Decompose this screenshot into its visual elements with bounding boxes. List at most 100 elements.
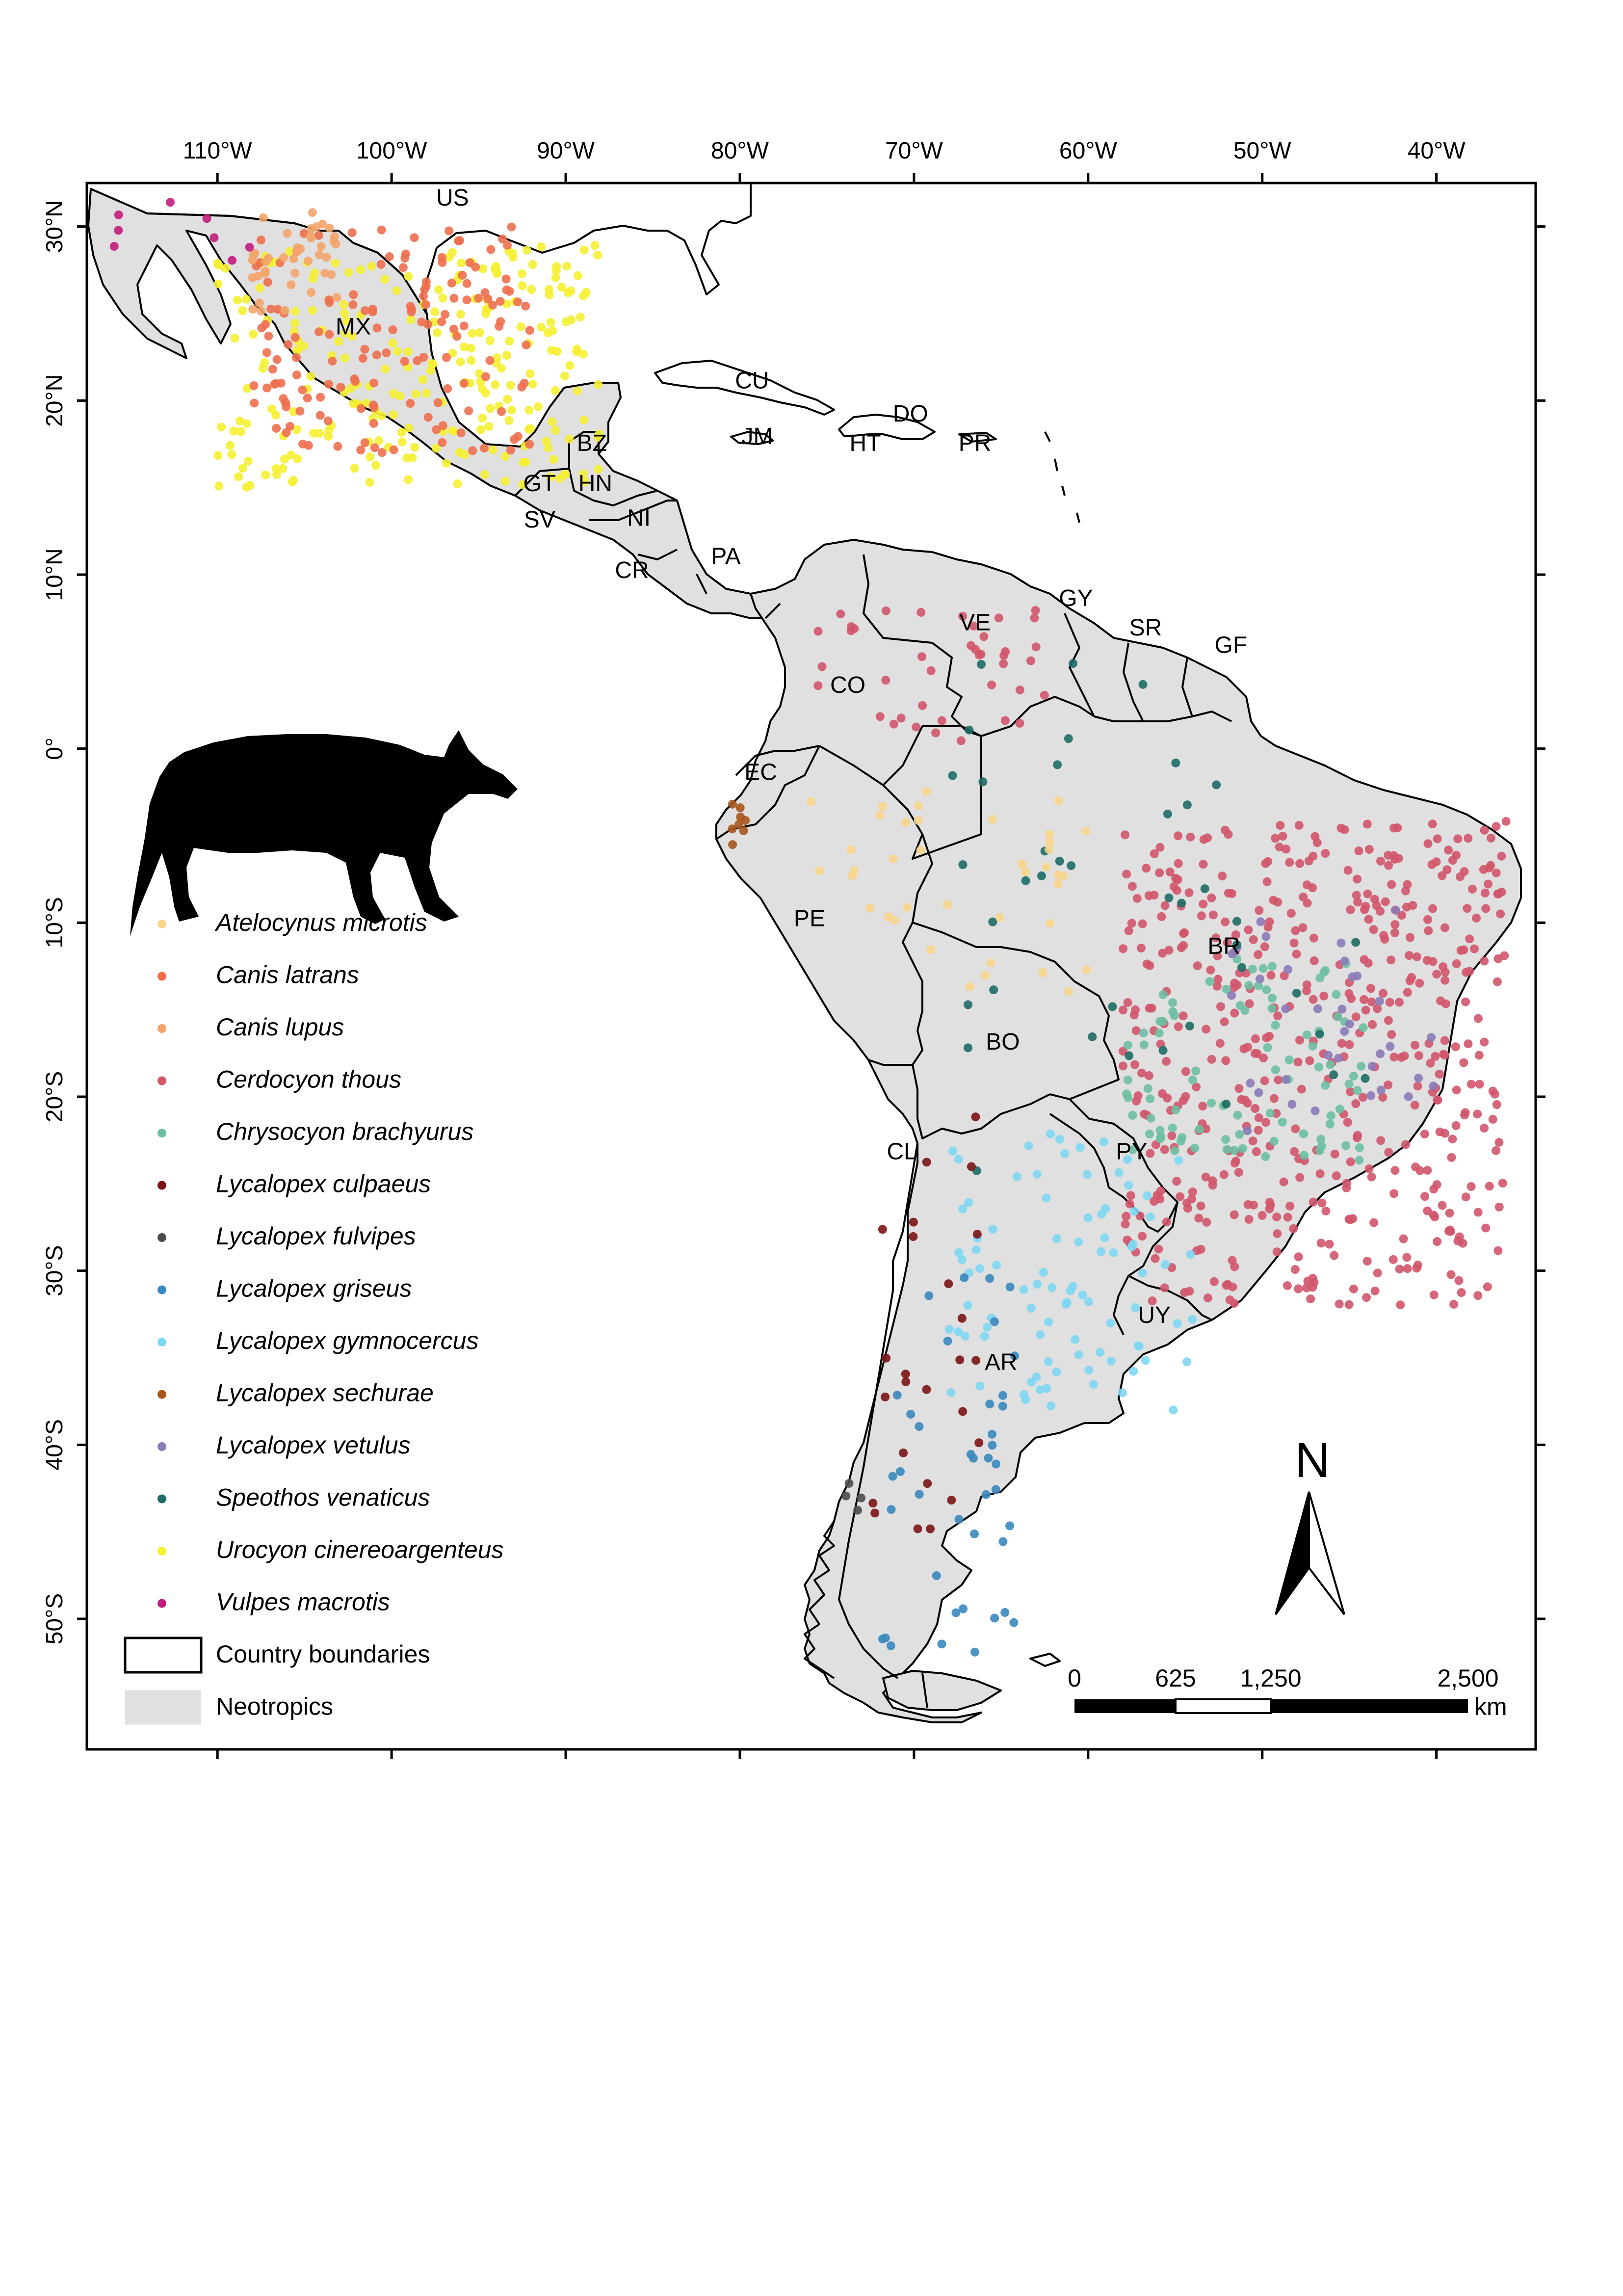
occurrence-point — [1276, 821, 1285, 830]
occurrence-point — [114, 226, 123, 235]
occurrence-point — [1390, 920, 1400, 929]
occurrence-point — [1375, 997, 1384, 1006]
occurrence-point — [1265, 1108, 1275, 1118]
occurrence-point — [546, 317, 555, 327]
occurrence-point — [922, 1385, 931, 1394]
occurrence-point — [1325, 1240, 1334, 1249]
occurrence-point — [1271, 1021, 1280, 1030]
occurrence-point — [1428, 957, 1438, 966]
occurrence-point — [1279, 1177, 1288, 1187]
occurrence-point — [1272, 1247, 1282, 1257]
jamaica-land — [730, 431, 774, 445]
occurrence-point — [389, 445, 398, 454]
occurrence-point — [314, 327, 324, 337]
occurrence-point — [109, 241, 119, 251]
occurrence-point — [1169, 1405, 1178, 1415]
occurrence-point — [1480, 1037, 1489, 1047]
border-br-north — [981, 696, 1232, 737]
occurrence-point — [1369, 1218, 1379, 1227]
occurrence-point — [1142, 864, 1151, 873]
occurrence-point — [358, 354, 367, 363]
occurrence-point — [958, 611, 968, 621]
occurrence-point — [1119, 1005, 1128, 1015]
occurrence-point — [1261, 1118, 1271, 1127]
lat-tick-label: 30°N — [42, 200, 68, 253]
occurrence-point — [1243, 1042, 1253, 1052]
occurrence-point — [1047, 1283, 1057, 1292]
occurrence-point — [1168, 1123, 1177, 1133]
occurrence-point — [498, 234, 507, 243]
occurrence-point — [1256, 974, 1265, 983]
occurrence-point — [1265, 1031, 1274, 1041]
occurrence-point — [1188, 1315, 1197, 1324]
occurrence-point — [1082, 1170, 1092, 1179]
occurrence-point — [593, 250, 602, 260]
occurrence-point — [1376, 906, 1385, 916]
occurrence-point — [985, 1274, 995, 1283]
occurrence-point — [560, 470, 569, 479]
occurrence-point — [462, 295, 471, 305]
occurrence-point — [1420, 1192, 1430, 1201]
occurrence-point — [954, 1515, 964, 1524]
occurrence-point — [1083, 1213, 1093, 1222]
tierra-del-fuego-land — [882, 1670, 1002, 1711]
occurrence-point — [1439, 1050, 1448, 1059]
occurrence-point — [1387, 955, 1396, 965]
occurrence-point — [1359, 1093, 1368, 1102]
occurrence-point — [1452, 959, 1461, 968]
occurrence-point — [285, 247, 294, 256]
occurrence-point — [1316, 1239, 1326, 1248]
occurrence-point — [1060, 1149, 1070, 1158]
occurrence-point — [954, 1155, 963, 1164]
occurrence-point — [1125, 1199, 1134, 1209]
occurrence-point — [903, 902, 912, 912]
occurrence-point — [1015, 718, 1024, 728]
occurrence-point — [1234, 1084, 1244, 1093]
occurrence-point — [1474, 1051, 1484, 1060]
occurrence-point — [1281, 1075, 1290, 1084]
occurrence-point — [892, 1391, 902, 1400]
occurrence-point — [1026, 656, 1035, 665]
occurrence-point — [815, 867, 824, 876]
occurrence-point — [393, 346, 402, 356]
occurrence-point — [552, 262, 561, 271]
occurrence-point — [497, 407, 506, 416]
occurrence-point — [1436, 996, 1445, 1005]
occurrence-point — [1295, 1035, 1304, 1045]
occurrence-point — [1413, 1082, 1422, 1091]
occurrence-point — [255, 283, 264, 292]
occurrence-point — [579, 291, 588, 300]
occurrence-point — [1321, 1206, 1331, 1215]
occurrence-point — [404, 475, 413, 484]
occurrence-point — [1292, 988, 1301, 998]
occurrence-point — [289, 254, 298, 264]
occurrence-point — [1230, 1159, 1239, 1168]
occurrence-point — [1299, 1129, 1308, 1138]
occurrence-point — [430, 307, 440, 317]
border-hn-ni — [589, 500, 677, 521]
occurrence-point — [292, 247, 302, 256]
country-labels: US MX CU DO JM HT PR BZ GT HN SV NI CR PA VE GY SR GF CO EC… — [336, 185, 1247, 1375]
occurrence-point — [1463, 904, 1472, 913]
occurrence-point — [1245, 999, 1254, 1008]
occurrence-point — [271, 410, 281, 420]
occurrence-point — [392, 286, 401, 295]
occurrence-point — [1337, 1004, 1347, 1014]
occurrence-point — [213, 451, 223, 460]
occurrence-point — [1302, 1283, 1311, 1293]
occurrence-point — [998, 1391, 1008, 1400]
occurrence-point — [1368, 1020, 1377, 1029]
occurrence-point — [1257, 1211, 1267, 1220]
occurrence-point — [1378, 1093, 1387, 1102]
occurrence-point — [346, 384, 355, 393]
occurrence-point — [988, 917, 997, 926]
occurrence-point — [906, 1409, 916, 1419]
occurrence-point — [213, 279, 223, 289]
occurrence-point — [1405, 951, 1414, 960]
occurrence-point — [1118, 1388, 1127, 1398]
occurrence-point — [1122, 870, 1131, 879]
occurrence-point — [957, 1255, 967, 1264]
occurrence-point — [1335, 1299, 1344, 1309]
occurrence-point — [1440, 923, 1449, 932]
occurrence-point — [233, 295, 242, 305]
